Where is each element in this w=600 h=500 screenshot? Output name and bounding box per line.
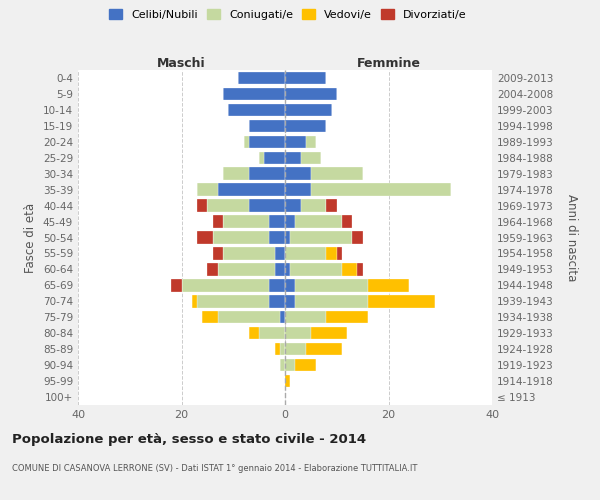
Bar: [326, 247, 337, 260]
Bar: [301, 152, 321, 164]
Bar: [306, 136, 316, 148]
Bar: [249, 327, 259, 340]
Bar: [285, 295, 295, 308]
Text: COMUNE DI CASANOVA LERRONE (SV) - Dati ISTAT 1° gennaio 2014 - Elaborazione TUTT: COMUNE DI CASANOVA LERRONE (SV) - Dati I…: [12, 464, 418, 473]
Text: Femmine: Femmine: [356, 57, 421, 70]
Bar: [285, 247, 326, 260]
Bar: [285, 184, 311, 196]
Bar: [244, 136, 249, 148]
Bar: [228, 104, 285, 116]
Bar: [249, 200, 285, 212]
Bar: [358, 263, 362, 276]
Bar: [311, 184, 451, 196]
Bar: [218, 311, 280, 324]
Bar: [285, 152, 301, 164]
Bar: [202, 311, 218, 324]
Bar: [182, 279, 269, 291]
Bar: [285, 359, 295, 372]
Bar: [269, 216, 285, 228]
Bar: [218, 263, 275, 276]
Bar: [326, 200, 337, 212]
Bar: [223, 247, 275, 260]
Bar: [208, 263, 218, 276]
Bar: [212, 216, 223, 228]
Bar: [285, 136, 306, 148]
Bar: [342, 263, 358, 276]
Bar: [218, 184, 285, 196]
Bar: [285, 200, 301, 212]
Bar: [192, 295, 197, 308]
Bar: [285, 375, 290, 388]
Bar: [269, 279, 285, 291]
Bar: [223, 216, 269, 228]
Bar: [285, 327, 311, 340]
Bar: [295, 279, 368, 291]
Bar: [212, 247, 223, 260]
Bar: [269, 232, 285, 243]
Bar: [259, 327, 285, 340]
Bar: [295, 216, 342, 228]
Bar: [352, 232, 362, 243]
Bar: [290, 232, 352, 243]
Bar: [285, 88, 337, 100]
Bar: [290, 263, 342, 276]
Bar: [295, 295, 368, 308]
Bar: [285, 120, 326, 132]
Bar: [280, 343, 285, 355]
Bar: [259, 152, 265, 164]
Bar: [275, 343, 280, 355]
Bar: [275, 263, 285, 276]
Bar: [249, 136, 285, 148]
Bar: [311, 327, 347, 340]
Bar: [368, 279, 409, 291]
Text: Maschi: Maschi: [157, 57, 206, 70]
Bar: [238, 72, 285, 84]
Bar: [285, 263, 290, 276]
Bar: [285, 168, 311, 180]
Bar: [337, 247, 342, 260]
Y-axis label: Anni di nascita: Anni di nascita: [565, 194, 578, 281]
Bar: [223, 88, 285, 100]
Bar: [311, 168, 362, 180]
Bar: [208, 200, 249, 212]
Bar: [280, 359, 285, 372]
Bar: [197, 184, 218, 196]
Bar: [295, 359, 316, 372]
Bar: [285, 216, 295, 228]
Bar: [368, 295, 435, 308]
Bar: [285, 104, 332, 116]
Legend: Celibi/Nubili, Coniugati/e, Vedovi/e, Divorziati/e: Celibi/Nubili, Coniugati/e, Vedovi/e, Di…: [106, 6, 470, 23]
Bar: [326, 311, 368, 324]
Bar: [249, 120, 285, 132]
Bar: [212, 232, 269, 243]
Bar: [285, 232, 290, 243]
Bar: [285, 311, 326, 324]
Bar: [285, 279, 295, 291]
Bar: [301, 200, 326, 212]
Bar: [275, 247, 285, 260]
Bar: [285, 72, 326, 84]
Bar: [223, 168, 249, 180]
Bar: [269, 295, 285, 308]
Bar: [197, 295, 269, 308]
Bar: [342, 216, 352, 228]
Bar: [285, 343, 306, 355]
Bar: [197, 232, 212, 243]
Bar: [197, 200, 208, 212]
Bar: [306, 343, 342, 355]
Bar: [280, 311, 285, 324]
Y-axis label: Fasce di età: Fasce di età: [25, 202, 37, 272]
Bar: [249, 168, 285, 180]
Text: Popolazione per età, sesso e stato civile - 2014: Popolazione per età, sesso e stato civil…: [12, 432, 366, 446]
Bar: [265, 152, 285, 164]
Bar: [171, 279, 182, 291]
